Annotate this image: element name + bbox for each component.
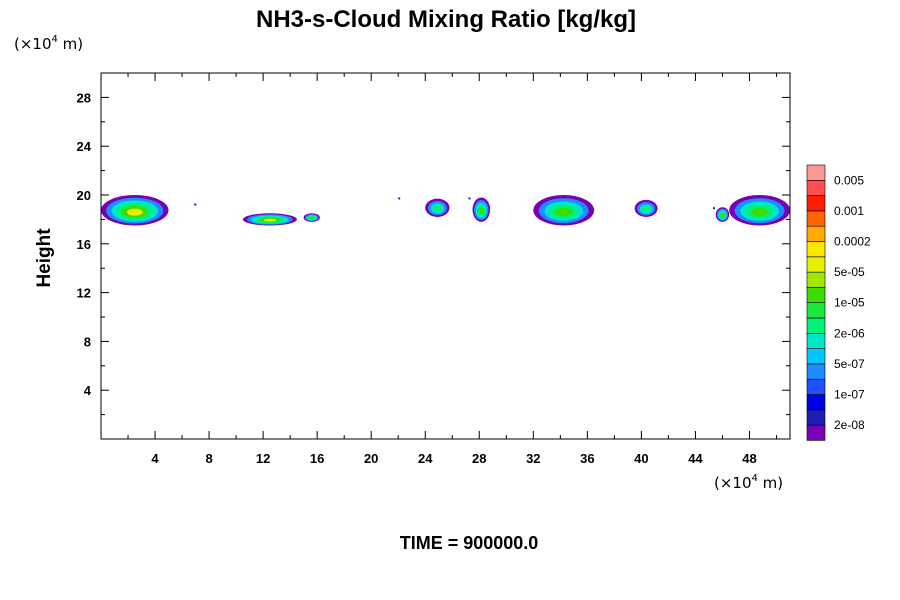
colorbar-swatch (806, 363, 826, 380)
y-tick-label: 12 (77, 286, 91, 301)
colorbar-swatch (806, 348, 826, 365)
colorbar-label: 1e-07 (834, 388, 865, 402)
y-tick-label: 8 (84, 334, 91, 349)
cloud-contour (263, 218, 277, 222)
x-tick-label: 24 (418, 451, 433, 466)
x-tick-label: 40 (634, 451, 648, 466)
x-tick-label: 8 (205, 451, 212, 466)
colorbar-swatch (806, 256, 826, 273)
colorbar-swatch (806, 225, 826, 242)
cloud-contour (478, 207, 484, 215)
cloud-contour (309, 216, 314, 220)
colorbar-swatch (806, 180, 826, 196)
y-tick-label: 20 (77, 188, 91, 203)
colorbar-label: 2e-08 (834, 418, 865, 432)
colorbar-label: 0.001 (834, 204, 864, 218)
x-tick-label: 4 (151, 451, 159, 466)
x-tick-label: 12 (256, 451, 270, 466)
y-tick-label: 16 (77, 237, 91, 252)
colorbar-label: 5e-07 (834, 357, 865, 371)
colorbar-swatch (806, 195, 826, 212)
time-label: TIME = 900000.0 (400, 533, 539, 553)
colorbar-label: 1e-05 (834, 296, 865, 310)
y-axis-ticks: 4 8 12 16 20 24 28 (77, 90, 790, 416)
colorbar-swatch (806, 332, 826, 349)
x-tick-label: 20 (364, 451, 378, 466)
colorbar-swatch (806, 317, 826, 334)
x-tick-label: 16 (310, 451, 324, 466)
x-tick-label: 32 (526, 451, 540, 466)
x-axis-ticks: 4 8 12 16 20 24 28 32 36 40 44 48 (127, 73, 777, 466)
colorbar-label: 2e-06 (834, 326, 865, 340)
x-tick-label: 36 (580, 451, 594, 466)
colorbar: 2e-08 1e-07 5e-07 2e-06 1e-05 5e-05 0.0002 0.00… (806, 164, 871, 441)
colorbar-label: 5e-05 (834, 265, 865, 279)
colorbar-swatch (806, 409, 826, 426)
cloud-contour (642, 206, 650, 213)
cloud-contour (433, 205, 442, 212)
cloud-speck (194, 203, 197, 206)
y-tick-label: 28 (77, 90, 91, 105)
cloud-contour (751, 207, 768, 217)
colorbar-label: 0.005 (834, 173, 864, 187)
y-tick-label: 24 (77, 139, 92, 154)
cloud-contour (720, 213, 725, 218)
colorbar-swatch (806, 271, 826, 288)
x-tick-label: 44 (688, 451, 703, 466)
y-unit-label: (×104 m) (14, 34, 83, 53)
y-tick-label: 4 (84, 383, 92, 398)
colorbar-swatch (806, 164, 826, 181)
cloud-speck (398, 197, 401, 200)
x-tick-label: 48 (742, 451, 756, 466)
chart-title: NH3-s-Cloud Mixing Ratio [kg/kg] (256, 6, 636, 33)
colorbar-label: 0.0002 (834, 235, 871, 249)
colorbar-swatch (806, 302, 826, 319)
plot-background (101, 73, 790, 439)
cloud-speck (712, 207, 715, 210)
cloud-field (101, 195, 791, 226)
cloud-contour (126, 208, 143, 216)
colorbar-swatch (806, 287, 826, 303)
colorbar-swatch (806, 210, 826, 227)
x-unit-label: (×104 m) (714, 473, 783, 492)
colorbar-swatch (806, 241, 826, 258)
x-tick-label: 28 (472, 451, 486, 466)
plot-frame (100, 72, 791, 440)
cloud-contour (555, 207, 573, 217)
colorbar-swatch (806, 424, 826, 441)
cloud-speck (468, 197, 471, 200)
y-axis-title: Height (34, 228, 55, 288)
colorbar-swatch (806, 394, 826, 411)
colorbar-swatch (806, 378, 826, 395)
